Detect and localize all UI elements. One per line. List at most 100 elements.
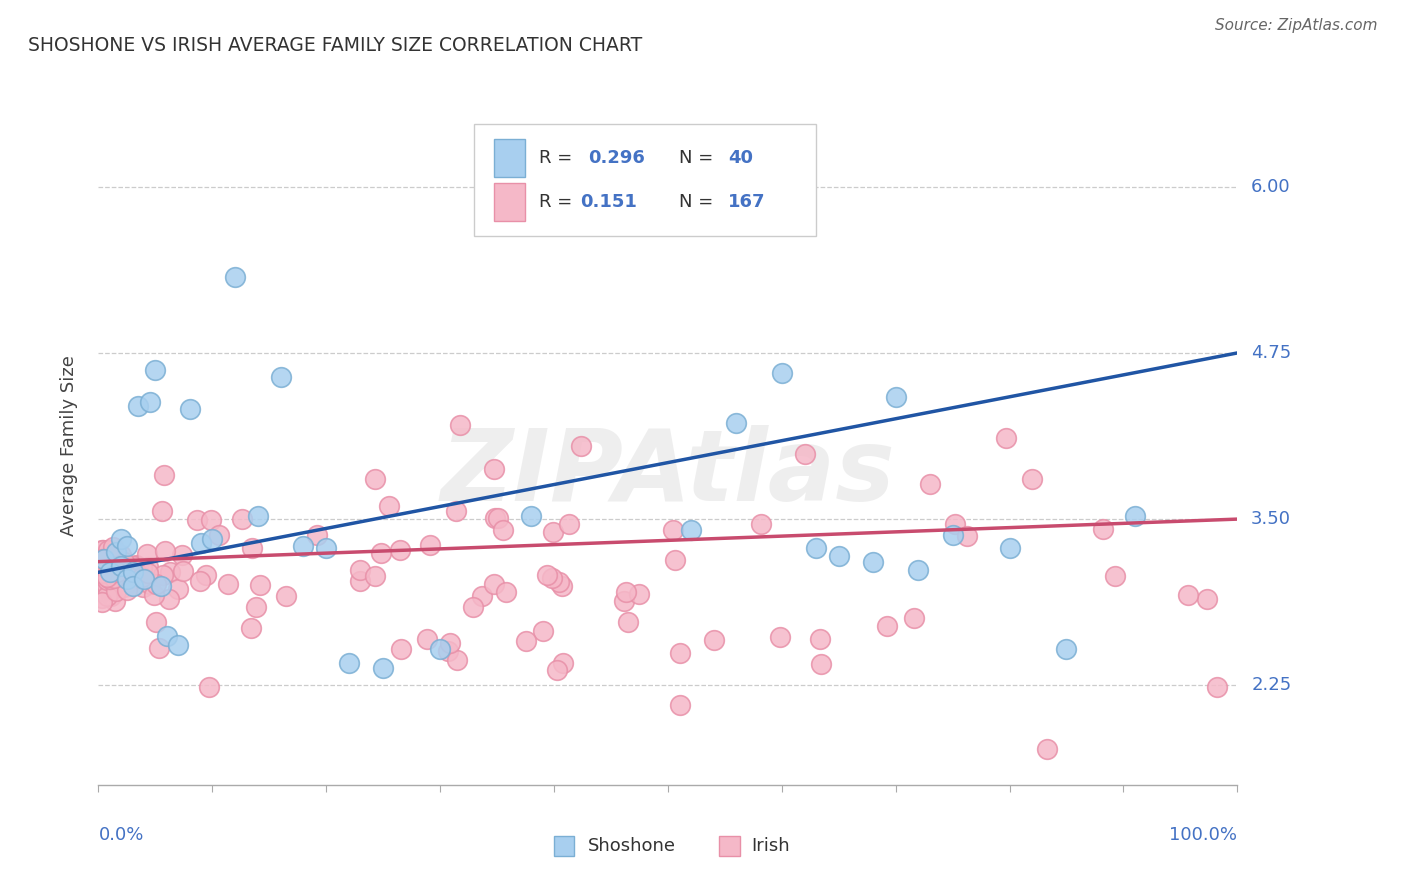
Point: [90, 566, 112, 581]
Point: [122, 567, 145, 582]
Point: [132, 572, 155, 586]
Point: [942, 528, 965, 542]
Point: [616, 585, 638, 599]
Point: [662, 524, 685, 538]
Point: [97, 580, 120, 594]
Point: [152, 568, 174, 582]
Point: [903, 610, 925, 624]
FancyBboxPatch shape: [474, 124, 815, 235]
Point: [97, 542, 120, 557]
Point: [884, 390, 907, 404]
Point: [828, 549, 851, 564]
Point: [104, 569, 127, 583]
Point: [231, 512, 253, 526]
Point: [370, 545, 392, 559]
Point: [486, 511, 509, 525]
Point: [246, 509, 269, 524]
Point: [276, 589, 298, 603]
Text: 3.50: 3.50: [1251, 510, 1291, 528]
Point: [101, 580, 124, 594]
Point: [91, 543, 114, 558]
Point: [104, 593, 127, 607]
Point: [90, 564, 112, 578]
Point: [553, 656, 575, 670]
Point: [90, 591, 112, 606]
Text: Irish: Irish: [751, 837, 790, 855]
Point: [194, 568, 217, 582]
Point: [96, 579, 118, 593]
Text: 40: 40: [728, 149, 754, 167]
Point: [808, 632, 831, 646]
Point: [703, 633, 725, 648]
Point: [90, 552, 112, 566]
Point: [131, 561, 153, 575]
Point: [550, 579, 572, 593]
Point: [155, 543, 177, 558]
Point: [240, 541, 263, 555]
Point: [349, 574, 371, 588]
Point: [136, 560, 159, 574]
Point: [337, 656, 360, 670]
Point: [145, 577, 167, 591]
Point: [547, 574, 569, 589]
Point: [920, 476, 942, 491]
Point: [371, 661, 394, 675]
Point: [96, 569, 118, 583]
Point: [1021, 472, 1043, 486]
Text: Source: ZipAtlas.com: Source: ZipAtlas.com: [1215, 18, 1378, 33]
Text: R =: R =: [538, 193, 578, 211]
Point: [749, 517, 772, 532]
Point: [93, 564, 115, 578]
Point: [541, 571, 564, 585]
FancyBboxPatch shape: [494, 139, 526, 177]
Point: [388, 543, 411, 558]
Point: [138, 395, 160, 409]
Point: [159, 566, 181, 580]
Point: [97, 574, 120, 589]
Point: [103, 540, 125, 554]
Point: [96, 574, 118, 589]
Text: SHOSHONE VS IRISH AVERAGE FAMILY SIZE CORRELATION CHART: SHOSHONE VS IRISH AVERAGE FAMILY SIZE CO…: [28, 36, 643, 54]
Point: [208, 527, 231, 541]
Point: [292, 539, 315, 553]
Point: [179, 401, 201, 416]
Point: [1054, 642, 1078, 657]
Point: [91, 566, 114, 580]
Point: [110, 532, 132, 546]
Point: [664, 552, 686, 566]
Point: [121, 578, 143, 592]
Point: [117, 582, 139, 597]
Point: [104, 583, 127, 598]
Point: [446, 504, 468, 518]
Point: [224, 270, 246, 285]
Point: [145, 363, 167, 377]
Point: [449, 417, 471, 432]
Point: [1177, 588, 1199, 602]
Point: [97, 579, 120, 593]
Point: [679, 523, 702, 537]
Point: [536, 567, 558, 582]
Point: [98, 543, 121, 558]
Point: [198, 680, 221, 694]
Point: [725, 417, 748, 431]
Point: [90, 595, 112, 609]
Point: [172, 548, 194, 562]
Point: [1195, 592, 1218, 607]
Text: 100.0%: 100.0%: [1170, 826, 1237, 844]
Point: [239, 622, 262, 636]
Point: [104, 545, 127, 559]
FancyBboxPatch shape: [718, 836, 740, 856]
Point: [1206, 680, 1229, 694]
Point: [484, 511, 506, 525]
Point: [98, 548, 121, 562]
Point: [305, 527, 328, 541]
Point: [90, 542, 112, 557]
Point: [108, 564, 131, 578]
Point: [115, 572, 138, 586]
Point: [943, 516, 966, 531]
Point: [139, 577, 162, 591]
Point: [103, 570, 125, 584]
Point: [90, 569, 112, 583]
Point: [471, 590, 494, 604]
Point: [135, 547, 157, 561]
